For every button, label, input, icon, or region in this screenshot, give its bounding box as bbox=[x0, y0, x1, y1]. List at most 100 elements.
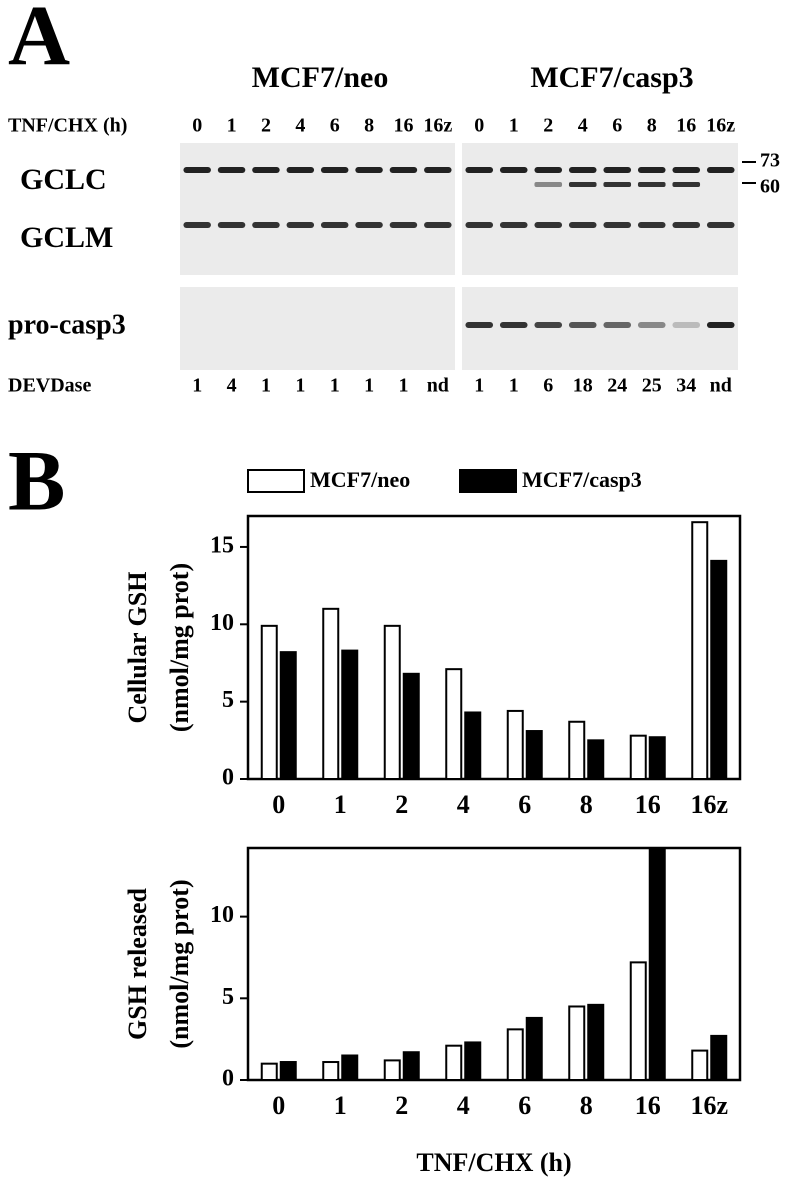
marker-label: 73 bbox=[760, 150, 780, 172]
lane-label: 1 bbox=[509, 115, 519, 137]
band bbox=[499, 222, 528, 228]
devdase-value: 1 bbox=[261, 375, 271, 397]
devdase-value: 1 bbox=[509, 375, 519, 397]
band bbox=[217, 167, 246, 173]
x-tick-label: 2 bbox=[395, 790, 408, 819]
x-tick-label: 16 bbox=[635, 790, 661, 819]
blot bbox=[462, 205, 738, 275]
x-tick-label: 0 bbox=[272, 1091, 285, 1120]
bar bbox=[341, 649, 359, 780]
y-axis-label: GSH released bbox=[123, 888, 152, 1040]
devdase-value: 18 bbox=[573, 375, 593, 397]
bar bbox=[445, 1044, 463, 1082]
y-axis-label: Cellular GSH bbox=[123, 572, 152, 724]
bar bbox=[341, 1054, 359, 1081]
bar bbox=[587, 739, 605, 781]
band bbox=[465, 322, 494, 328]
band bbox=[389, 222, 418, 228]
band bbox=[389, 167, 418, 173]
bar bbox=[383, 624, 401, 781]
band bbox=[424, 222, 452, 228]
lane-label: 0 bbox=[474, 115, 484, 137]
blot-label: GCLC bbox=[20, 163, 107, 196]
band bbox=[499, 167, 528, 173]
panel-label: A bbox=[8, 0, 70, 84]
lane-label: 16 bbox=[676, 115, 696, 137]
devdase-value: 4 bbox=[227, 375, 237, 397]
band bbox=[637, 322, 666, 328]
y-tick-label: 10 bbox=[210, 610, 234, 636]
y-axis-label: (nmol/mg prot) bbox=[165, 563, 194, 732]
x-axis-label: TNF/CHX (h) bbox=[416, 1148, 571, 1177]
band bbox=[603, 182, 632, 187]
band bbox=[465, 222, 494, 228]
legend-swatch bbox=[459, 469, 517, 493]
x-tick-label: 8 bbox=[580, 1091, 593, 1120]
group-title: MCF7/casp3 bbox=[530, 61, 693, 94]
bar bbox=[464, 1041, 482, 1081]
band bbox=[355, 222, 383, 228]
band bbox=[637, 167, 666, 173]
y-tick-label: 15 bbox=[210, 532, 234, 558]
y-tick-label: 5 bbox=[222, 687, 234, 713]
band bbox=[534, 167, 563, 173]
bar bbox=[587, 1003, 605, 1082]
band bbox=[637, 222, 666, 228]
devdase-value: 1 bbox=[295, 375, 305, 397]
plot-frame bbox=[246, 514, 742, 781]
band bbox=[534, 222, 563, 228]
bar bbox=[506, 709, 524, 780]
band bbox=[706, 167, 735, 173]
devdase-value: 1 bbox=[364, 375, 374, 397]
bar bbox=[383, 1059, 401, 1082]
x-tick-label: 1 bbox=[334, 1091, 347, 1120]
bar bbox=[279, 651, 297, 780]
band bbox=[217, 222, 246, 228]
bar bbox=[322, 607, 340, 781]
bar bbox=[648, 736, 666, 781]
panel-label: B bbox=[8, 433, 65, 529]
devdase-value: 1 bbox=[474, 375, 484, 397]
bar bbox=[445, 668, 463, 780]
lane-label: 0 bbox=[192, 115, 202, 137]
x-tick-label: 1 bbox=[334, 790, 347, 819]
legend-label: MCF7/casp3 bbox=[522, 467, 642, 492]
devdase-value: 6 bbox=[543, 375, 553, 397]
band bbox=[568, 182, 597, 187]
bar bbox=[402, 672, 420, 780]
bar bbox=[648, 848, 666, 1081]
band bbox=[534, 322, 563, 328]
band bbox=[499, 322, 528, 328]
lane-label: 2 bbox=[261, 115, 271, 137]
bar bbox=[629, 734, 647, 781]
bar bbox=[506, 1028, 524, 1082]
bar bbox=[260, 624, 278, 781]
y-tick-label: 10 bbox=[210, 902, 234, 928]
bar bbox=[568, 720, 586, 781]
band bbox=[286, 222, 315, 228]
devdase-value: 1 bbox=[398, 375, 408, 397]
band bbox=[672, 182, 701, 187]
band bbox=[706, 222, 735, 228]
band bbox=[424, 167, 452, 173]
blot bbox=[180, 143, 455, 210]
blot-label: GCLM bbox=[20, 221, 113, 254]
x-tick-label: 8 bbox=[580, 790, 593, 819]
band bbox=[568, 167, 597, 173]
band bbox=[252, 222, 280, 228]
y-tick-label: 0 bbox=[222, 1066, 234, 1092]
bar bbox=[525, 1016, 543, 1081]
x-tick-label: 2 bbox=[395, 1091, 408, 1120]
band bbox=[286, 167, 315, 173]
band bbox=[637, 182, 666, 187]
devdase-value: 25 bbox=[642, 375, 662, 397]
devdase-value: nd bbox=[427, 375, 449, 397]
plot-frame bbox=[246, 846, 742, 1082]
band bbox=[672, 167, 701, 173]
bar bbox=[568, 1005, 586, 1082]
band bbox=[183, 222, 211, 228]
lane-label: 2 bbox=[543, 115, 553, 137]
devdase-value: nd bbox=[710, 375, 732, 397]
lane-label: 16 bbox=[393, 115, 413, 137]
